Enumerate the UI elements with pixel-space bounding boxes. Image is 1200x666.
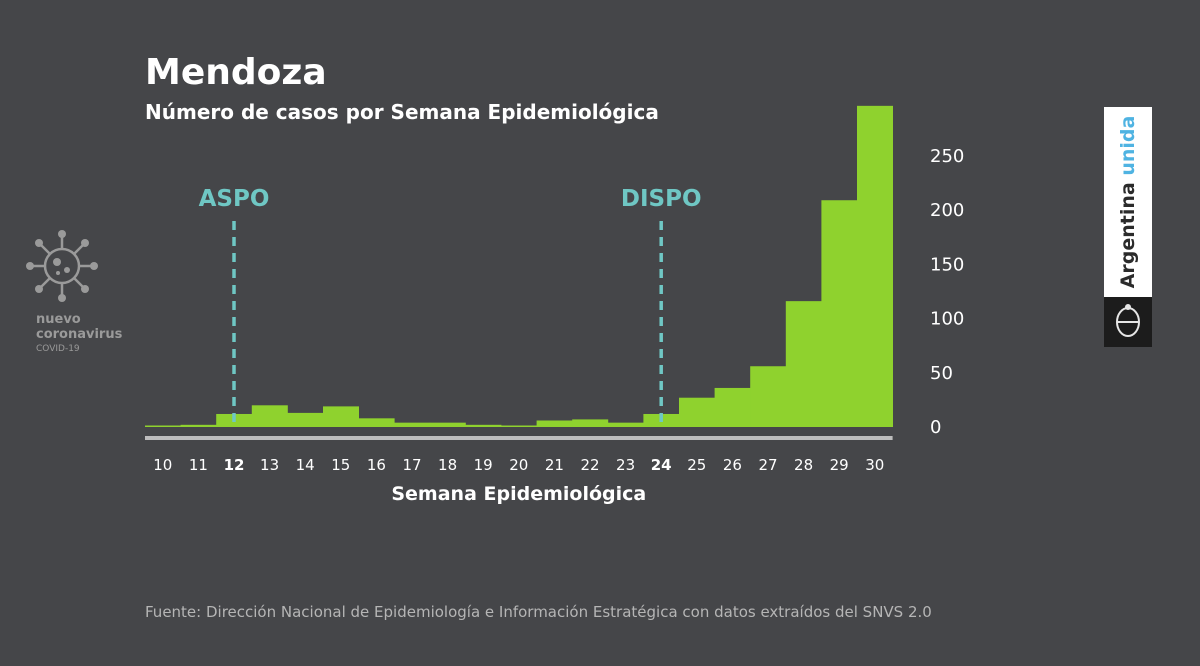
virus-icon: [26, 230, 98, 302]
bar-27: [750, 366, 787, 427]
x-tick-label-17: 17: [402, 456, 421, 474]
x-tick-label-14: 14: [296, 456, 315, 474]
x-tick-label-23: 23: [616, 456, 635, 474]
chart-title: Mendoza: [145, 52, 327, 93]
y-tick-label-150: 150: [930, 254, 964, 275]
bar-18: [429, 422, 466, 427]
brand-line-3: COVID-19: [36, 344, 80, 354]
x-tick-label-15: 15: [331, 456, 350, 474]
bar-11: [180, 424, 217, 427]
bar-15: [323, 406, 359, 427]
x-tick-label-21: 21: [545, 456, 564, 474]
bar-10: [145, 425, 181, 427]
x-tick-label-22: 22: [580, 456, 599, 474]
bar-20: [501, 425, 537, 427]
x-tick-label-26: 26: [723, 456, 742, 474]
x-tick-label-29: 29: [830, 456, 849, 474]
bar-29: [821, 200, 858, 427]
x-tick-label-27: 27: [758, 456, 777, 474]
badge-emblem-area: [1104, 297, 1152, 347]
x-tick-label-19: 19: [474, 456, 493, 474]
x-axis-line: [145, 436, 893, 440]
bar-13: [251, 405, 288, 427]
x-tick-label-24: 24: [651, 456, 672, 474]
x-tick-label-11: 11: [189, 456, 208, 474]
x-tick-label-28: 28: [794, 456, 813, 474]
x-tick-label-18: 18: [438, 456, 457, 474]
annotation-label-dispo: DISPO: [621, 186, 702, 212]
covid-brand: nuevo coronavirus COVID-19: [20, 228, 150, 354]
brand-line-2: coronavirus: [36, 327, 123, 342]
bar-22: [572, 419, 609, 427]
chart-subtitle: Número de casos por Semana Epidemiológic…: [145, 100, 659, 124]
y-tick-label-200: 200: [930, 200, 964, 221]
x-tick-label-30: 30: [865, 456, 884, 474]
x-tick-label-25: 25: [687, 456, 706, 474]
x-tick-label-13: 13: [260, 456, 279, 474]
x-tick-label-12: 12: [224, 456, 245, 474]
bar-14: [287, 412, 324, 427]
argentina-unida-badge: Argentina unida: [1104, 107, 1152, 347]
bar-26: [714, 387, 751, 427]
bar-25: [679, 397, 715, 427]
bar-17: [394, 422, 431, 427]
x-tick-label-10: 10: [153, 456, 172, 474]
bar-23: [607, 422, 644, 427]
bar-30: [857, 105, 893, 427]
bar-19: [465, 424, 502, 427]
source-note: Fuente: Dirección Nacional de Epidemiolo…: [145, 603, 932, 621]
annotation-label-aspo: ASPO: [199, 186, 270, 212]
x-axis-label: Semana Epidemiológica: [391, 483, 646, 505]
bar-16: [358, 418, 395, 427]
coat-of-arms-icon: [1116, 304, 1140, 337]
bar-28: [785, 301, 822, 427]
x-tick-label-20: 20: [509, 456, 528, 474]
bar-21: [536, 420, 573, 427]
y-tick-label-250: 250: [930, 146, 964, 167]
x-tick-label-16: 16: [367, 456, 386, 474]
brand-line-1: nuevo: [36, 312, 81, 327]
y-tick-label-100: 100: [930, 309, 964, 330]
y-tick-label-0: 0: [930, 417, 941, 438]
badge-text-area: Argentina unida: [1104, 107, 1152, 297]
y-tick-label-50: 50: [930, 363, 953, 384]
